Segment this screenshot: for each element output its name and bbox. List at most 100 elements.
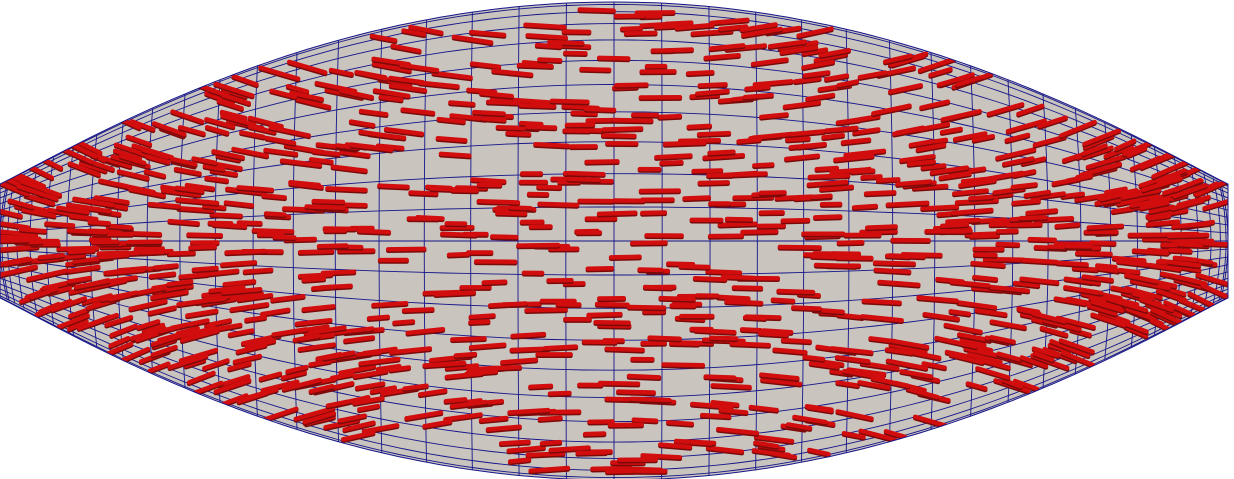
fiber-rod — [708, 335, 739, 341]
fiber-rod — [614, 82, 649, 88]
fiber-rod — [1002, 156, 1035, 167]
fiber-rod — [631, 417, 659, 423]
fiber-rod — [247, 115, 284, 129]
fiber-rod — [620, 26, 643, 32]
fiber-rod — [841, 431, 866, 440]
fiber-rod — [279, 158, 323, 168]
fiber-rod — [567, 170, 606, 177]
fiber-rod — [98, 252, 130, 260]
fiber-rod — [371, 301, 409, 308]
fiber-rod — [758, 331, 789, 338]
fiber-rod — [400, 107, 436, 116]
fiber-rod — [1114, 138, 1137, 152]
fiber-rod — [208, 285, 246, 293]
fiber-rod — [782, 100, 822, 110]
fiber-rod — [597, 380, 641, 386]
fiber-rod — [1124, 286, 1163, 300]
fiber-rod — [533, 141, 571, 149]
fiber-rod — [796, 142, 827, 150]
fiber-rod — [779, 45, 819, 55]
fiber-rod — [850, 168, 876, 175]
fiber-rod — [989, 335, 1016, 344]
fiber-rod — [810, 193, 833, 200]
fiber-rod — [1150, 307, 1185, 326]
fiber-rod — [819, 184, 855, 192]
fiber-rod — [736, 137, 762, 144]
fiber-rod — [1139, 200, 1170, 211]
fiber-rod — [807, 173, 851, 180]
fiber-rod — [408, 190, 439, 196]
fiber-rod — [1053, 296, 1088, 306]
fiber-rod — [328, 67, 354, 77]
fiber-rod — [780, 217, 811, 223]
fiber-rod — [76, 312, 120, 331]
fiber-rod — [996, 351, 1023, 362]
fiber-rod — [1053, 241, 1094, 247]
fiber-rod — [759, 112, 789, 120]
fiber-rod — [630, 240, 668, 246]
fiber-rod — [236, 293, 274, 302]
fiber-rod — [577, 7, 616, 13]
fiber-rod — [311, 284, 338, 291]
fiber-rod — [232, 353, 262, 365]
fiber-rod — [361, 423, 400, 434]
fiber-rod — [566, 176, 601, 183]
fiber-rod — [982, 256, 1026, 262]
fiber-rod — [971, 133, 996, 143]
fiber-rod — [174, 185, 205, 194]
fiber-rod — [486, 365, 523, 371]
fiber-rod — [584, 159, 620, 165]
fiber-rod — [258, 371, 283, 382]
fiber-rod — [601, 126, 644, 132]
fiber-rod — [605, 468, 635, 474]
fiber-rod — [178, 272, 210, 279]
fiber-rod — [96, 250, 130, 256]
fiber-rod — [813, 214, 843, 220]
fiber-rod — [956, 300, 998, 310]
fiber-rod — [304, 204, 346, 211]
fiber-rod — [167, 218, 201, 226]
fiber-rod — [109, 323, 138, 338]
fiber-rod — [229, 302, 270, 312]
fiber-rod — [686, 123, 713, 130]
fiber-rod — [1120, 188, 1162, 200]
fiber-rod — [888, 342, 928, 354]
fiber-rod — [1012, 378, 1040, 392]
fiber-rod — [358, 108, 389, 117]
fiber-rod — [405, 327, 446, 336]
fiber-rod — [528, 383, 554, 389]
fiber-rod — [1124, 273, 1159, 284]
fiber-rod — [899, 369, 934, 379]
fiber-rod — [191, 156, 218, 166]
fiber-rod — [940, 222, 970, 229]
fiber-rod — [1086, 223, 1125, 230]
fiber-rod — [870, 376, 911, 388]
fiber-rod — [1090, 299, 1125, 313]
fiber-rod — [821, 132, 845, 140]
fiber-rod — [1202, 241, 1228, 247]
fiber-rod — [450, 336, 487, 342]
fiber-rod — [258, 65, 301, 81]
fiber-rod — [1005, 222, 1043, 228]
fiber-rod — [1156, 173, 1181, 186]
fiber-rod — [192, 380, 224, 396]
fiber-rod — [37, 252, 65, 260]
fiber-rod — [861, 298, 902, 305]
fiber-rod — [1151, 159, 1190, 179]
fiber-rod — [928, 66, 953, 78]
fiber-rod — [703, 53, 741, 61]
fiber-rod — [231, 146, 270, 158]
fiber-rod — [185, 308, 219, 318]
fiber-rod — [835, 409, 874, 421]
fiber-rod — [718, 407, 749, 415]
fiber-rod — [235, 342, 268, 355]
fiber-rod — [695, 88, 730, 96]
fiber-rod — [105, 341, 134, 356]
fiber-rod — [204, 124, 230, 136]
fiber-rod — [739, 22, 778, 33]
fiber-rod — [140, 147, 170, 160]
fiber-rod — [1202, 199, 1228, 211]
fiber-rod — [842, 368, 886, 380]
